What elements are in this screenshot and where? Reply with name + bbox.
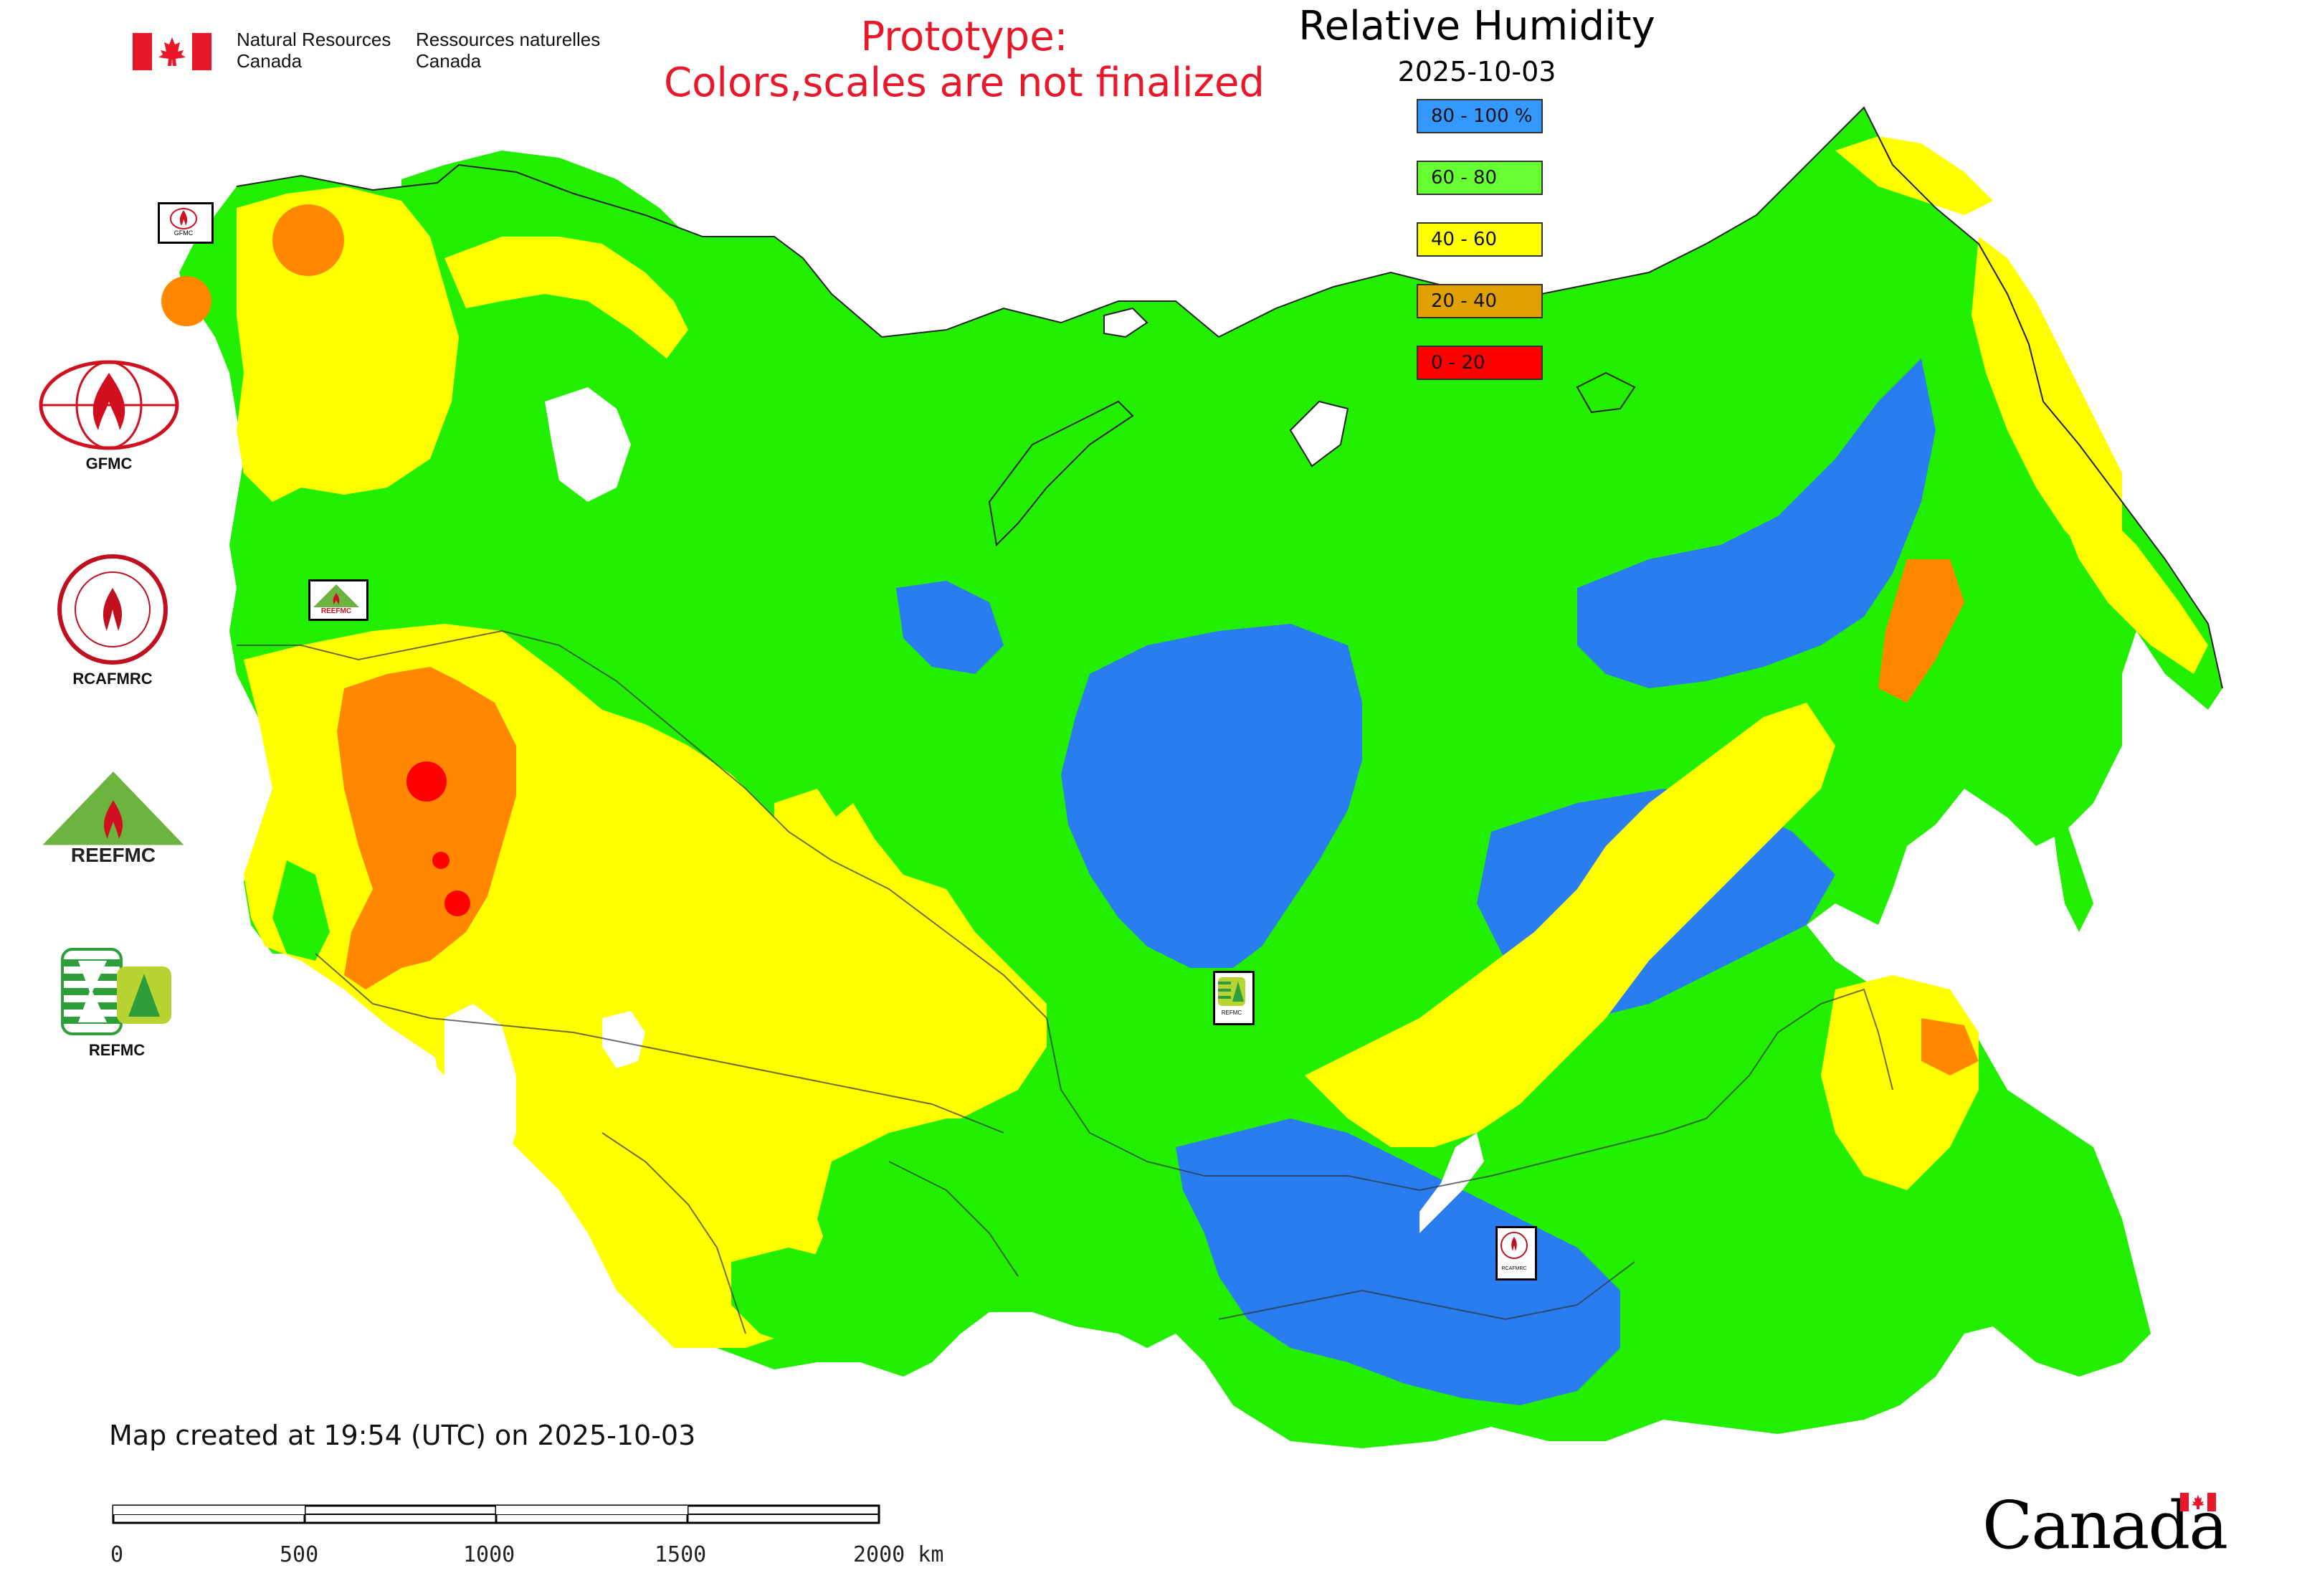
- caucasus-green: [272, 860, 330, 961]
- rcafmrc-label: RCAFMRC: [72, 670, 153, 688]
- tien-shan-green: [731, 1248, 918, 1362]
- altai-green: [817, 1118, 1047, 1291]
- rcafmrc-marker-icon: RCAFMRC: [1500, 1232, 1528, 1271]
- org-name-en: Natural Resources Canada: [237, 29, 391, 72]
- canada-wordmark: Canada: [1982, 1486, 2228, 1564]
- gfmc-logo: GFMC: [37, 358, 181, 473]
- severnaya-zemlya: [1289, 400, 1349, 467]
- red-spot-2: [444, 890, 470, 916]
- prototype-line-1: Prototype:: [860, 14, 1068, 60]
- franz-josef: [1103, 307, 1148, 338]
- coastline: [236, 106, 2223, 689]
- siberia-blue-west: [896, 581, 1004, 674]
- chukotka-yellow: [1835, 136, 1993, 215]
- refmc-marker-label: REFMC: [1222, 1010, 1242, 1016]
- nrcan-signature: Natural Resources Canada Ressources natu…: [133, 27, 606, 77]
- east-yellow-coast: [1972, 237, 2122, 559]
- refmc-marker-icon: REFMC: [1218, 977, 1245, 1016]
- reefmc-triangle-icon: REEFMC: [37, 768, 189, 866]
- gfmc-globe-icon: [39, 360, 179, 450]
- refmc-label: REFMC: [88, 1041, 146, 1059]
- scale-label-1000: 1000: [463, 1542, 515, 1567]
- legend-item-20-40: 20 - 40: [1417, 284, 1543, 318]
- reefmc-marker: REEFMC: [308, 579, 368, 621]
- red-spot-1: [406, 761, 447, 802]
- country-boundaries: [237, 630, 1893, 1334]
- scale-label-500: 500: [280, 1542, 318, 1567]
- scandinavia-land: [401, 151, 803, 488]
- legend-label: 0 - 20: [1431, 352, 1485, 374]
- canada-wordmark-flag-icon: [2180, 1493, 2216, 1511]
- scandinavia-yellow: [444, 237, 688, 358]
- canada-flag-icon: [133, 33, 211, 70]
- legend-label: 40 - 60: [1431, 229, 1498, 250]
- gfmc-label: GFMC: [85, 455, 133, 472]
- volga-orange: [337, 667, 516, 989]
- org-name-fr: Ressources naturelles Canada: [416, 29, 601, 72]
- legend-item-60-80: 60 - 80: [1417, 161, 1543, 195]
- reefmc-logo-text: REEFMC: [71, 844, 156, 866]
- legend-item-40-60: 40 - 60: [1417, 222, 1543, 257]
- map-date: 2025-10-03: [1397, 56, 1556, 87]
- mongolia-yellow: [1305, 703, 1835, 1147]
- scale-label-0: 0: [110, 1542, 123, 1567]
- east-blue-band: [1577, 358, 1936, 688]
- prototype-line-2: Colors,scales are not finalized: [664, 60, 1265, 106]
- reefmc-marker-label: REEFMC: [321, 607, 351, 614]
- siberia-blue: [1061, 624, 1362, 968]
- amur-orange: [1921, 1018, 1979, 1075]
- map-created-note: Map created at 19:54 (UTC) on 2025-10-03: [109, 1420, 696, 1451]
- scale-label-2000: 2000 km: [853, 1542, 943, 1567]
- rcafmrc-marker: RCAFMRC: [1495, 1226, 1537, 1281]
- white-sea: [545, 387, 631, 502]
- gfmc-marker-icon: GFMC: [170, 208, 197, 237]
- legend-label: 80 - 100 %: [1431, 105, 1533, 127]
- map-title: Relative Humidity: [1298, 3, 1655, 49]
- gfmc-marker-label: GFMC: [174, 229, 194, 237]
- baikal-blue: [1176, 1118, 1620, 1405]
- rcafmrc-seal-icon: [57, 554, 168, 665]
- reefmc-marker-icon: REEFMC: [313, 584, 359, 615]
- scale-bar: 0 500 1000 1500 2000 km: [110, 1504, 943, 1567]
- reefmc-logo: REEFMC: [34, 767, 192, 870]
- refmc-logo: REFMC: [56, 945, 178, 1060]
- rcafmrc-marker-label: RCAFMRC: [1502, 1266, 1527, 1271]
- refmc-marker: REFMC: [1213, 971, 1255, 1025]
- prototype-notice: Prototype: Colors,scales are not finaliz…: [645, 14, 1283, 106]
- west-siberia-yellow: [774, 789, 961, 1061]
- sakhalin: [2050, 803, 2093, 932]
- new-siberian-islands: [1576, 371, 1636, 414]
- okhotsk-orange: [1878, 559, 1964, 703]
- orange-blob-north: [272, 204, 344, 276]
- novaya-zemlya: [988, 400, 1134, 547]
- legend-item-80-100: 80 - 100 %: [1417, 99, 1543, 133]
- refmc-emblem-icon: [61, 948, 171, 1035]
- kamchatka-yellow: [2050, 488, 2208, 674]
- legend-label: 20 - 40: [1431, 290, 1498, 312]
- legend-item-0-20: 0 - 20: [1417, 346, 1543, 380]
- red-spot-3: [432, 852, 450, 869]
- orange-blob-west: [161, 276, 211, 326]
- caspian-sea: [444, 1004, 516, 1190]
- aral-sea: [602, 1011, 645, 1068]
- legend-label: 60 - 80: [1431, 167, 1498, 189]
- gfmc-marker: GFMC: [158, 202, 214, 244]
- scale-label-1500: 1500: [655, 1542, 706, 1567]
- europe-yellow: [237, 186, 459, 502]
- rcafmrc-logo: RCAFMRC: [52, 552, 173, 688]
